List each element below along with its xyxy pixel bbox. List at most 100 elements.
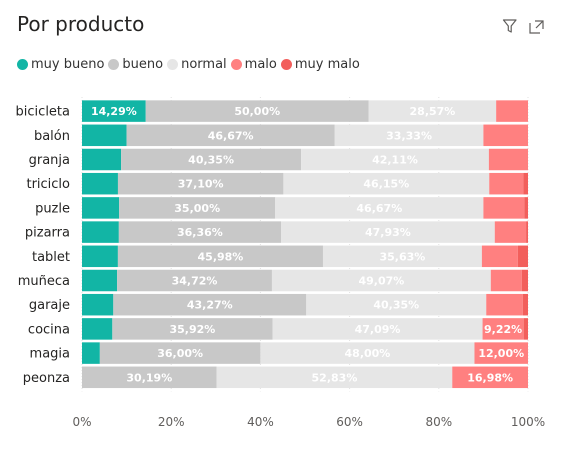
focus-mode-icon[interactable] (528, 18, 544, 34)
category-label: magia (30, 347, 70, 362)
bar-segment[interactable] (521, 269, 528, 292)
data-label: 16,98% (467, 371, 513, 384)
bar-segment[interactable] (145, 100, 369, 122)
bar-segment[interactable] (517, 245, 528, 268)
category-label: peonza (23, 371, 70, 386)
data-label: 36,36% (177, 226, 223, 239)
bar-segment[interactable] (82, 318, 113, 340)
bar-segment[interactable] (483, 124, 528, 147)
bar-segment[interactable] (82, 172, 118, 195)
legend-label: normal (181, 56, 227, 72)
bar-segment[interactable] (112, 318, 273, 340)
bar-segment[interactable] (281, 221, 495, 243)
data-label: 33,33% (386, 129, 432, 142)
legend-item[interactable]: muy malo (280, 56, 360, 72)
bar-segment[interactable] (82, 342, 100, 364)
bar-segment[interactable] (524, 197, 528, 219)
bar-segment[interactable] (523, 318, 528, 340)
legend-item[interactable]: bueno (108, 57, 163, 72)
bar-segment[interactable] (271, 269, 491, 292)
data-label: 30,19% (126, 371, 172, 384)
bar-segment[interactable] (486, 293, 523, 316)
bar-segment[interactable] (522, 293, 528, 316)
bar-segment[interactable] (275, 197, 484, 219)
bar-segment[interactable] (283, 172, 490, 195)
data-label: 35,00% (174, 202, 220, 215)
bar-segment[interactable] (82, 124, 127, 147)
legend-label: bueno (122, 56, 164, 72)
data-label: 47,09% (355, 323, 401, 336)
filter-icon[interactable] (502, 18, 518, 34)
data-label: 36,00% (157, 347, 203, 360)
bar-segment[interactable] (482, 318, 524, 340)
bar-segment[interactable] (82, 269, 118, 292)
bar-segment[interactable] (489, 172, 524, 195)
bar-segment[interactable] (474, 342, 528, 364)
bar-segment[interactable] (483, 197, 525, 219)
legend-label: malo (244, 56, 277, 72)
bar-segment[interactable] (452, 366, 528, 389)
x-tick-label: 100% (511, 415, 545, 429)
x-tick-label: 0% (72, 415, 91, 429)
legend-label: muy malo (294, 56, 360, 72)
category-label: granja (29, 153, 70, 168)
bar-segment[interactable] (496, 100, 528, 122)
bar-segment[interactable] (119, 197, 276, 219)
category-label: muñeca (18, 274, 70, 289)
bar-segment[interactable] (82, 293, 114, 316)
bar-segment[interactable] (322, 245, 482, 268)
data-label: 40,35% (373, 299, 419, 312)
category-label: balón (34, 129, 70, 144)
bar-segment[interactable] (117, 245, 323, 268)
x-tick-label: 20% (158, 415, 185, 429)
data-label: 52,83% (312, 371, 358, 384)
x-tick-label: 60% (336, 415, 363, 429)
bar-segment[interactable] (113, 293, 307, 316)
bar-segment[interactable] (301, 148, 489, 171)
bar-segment[interactable] (526, 221, 528, 243)
bar-segment[interactable] (82, 366, 217, 389)
data-label: 43,27% (187, 299, 233, 312)
data-label: 40,35% (188, 154, 234, 167)
bar-segment[interactable] (126, 124, 335, 147)
bar-segment[interactable] (117, 172, 284, 195)
bar-segment[interactable] (99, 342, 261, 364)
legend-item[interactable]: muy bueno (17, 57, 104, 72)
bar-segment[interactable] (82, 245, 118, 268)
bar-segment[interactable] (490, 269, 522, 292)
data-label: 46,67% (356, 202, 402, 215)
bar-segment[interactable] (216, 366, 453, 389)
data-label: 47,93% (365, 226, 411, 239)
legend-item[interactable]: malo (230, 56, 277, 72)
data-label: 9,22% (484, 323, 522, 336)
bar-segment[interactable] (272, 318, 483, 340)
bar-segment[interactable] (494, 221, 527, 243)
data-label: 37,10% (178, 178, 224, 191)
legend-item[interactable]: normal (167, 57, 227, 72)
data-label: 14,29% (91, 105, 137, 118)
legend-dot (17, 58, 28, 70)
data-label: 34,72% (172, 275, 218, 288)
category-label: puzle (35, 201, 70, 216)
chart-legend: muy bueno bueno normal malo muy malo (17, 55, 364, 73)
bar-segment[interactable] (523, 172, 528, 195)
data-label: 28,57% (410, 105, 456, 118)
bar-segment[interactable] (82, 148, 122, 171)
bar-segment[interactable] (121, 148, 302, 171)
bar-segment[interactable] (82, 100, 146, 122)
bar-segment[interactable] (82, 221, 119, 243)
bar-segment[interactable] (306, 293, 487, 316)
bar-segment[interactable] (481, 245, 518, 268)
bar-segment[interactable] (368, 100, 497, 122)
bar-segment[interactable] (118, 221, 282, 243)
data-label: 42,11% (372, 154, 418, 167)
bar-segment[interactable] (334, 124, 484, 147)
bar-segment[interactable] (488, 148, 528, 171)
legend-label: muy bueno (31, 56, 105, 72)
bar-segment[interactable] (117, 269, 272, 292)
bar-segment[interactable] (260, 342, 475, 364)
category-label: garaje (29, 298, 70, 313)
data-label: 50,00% (234, 105, 280, 118)
bar-segment[interactable] (82, 197, 120, 219)
